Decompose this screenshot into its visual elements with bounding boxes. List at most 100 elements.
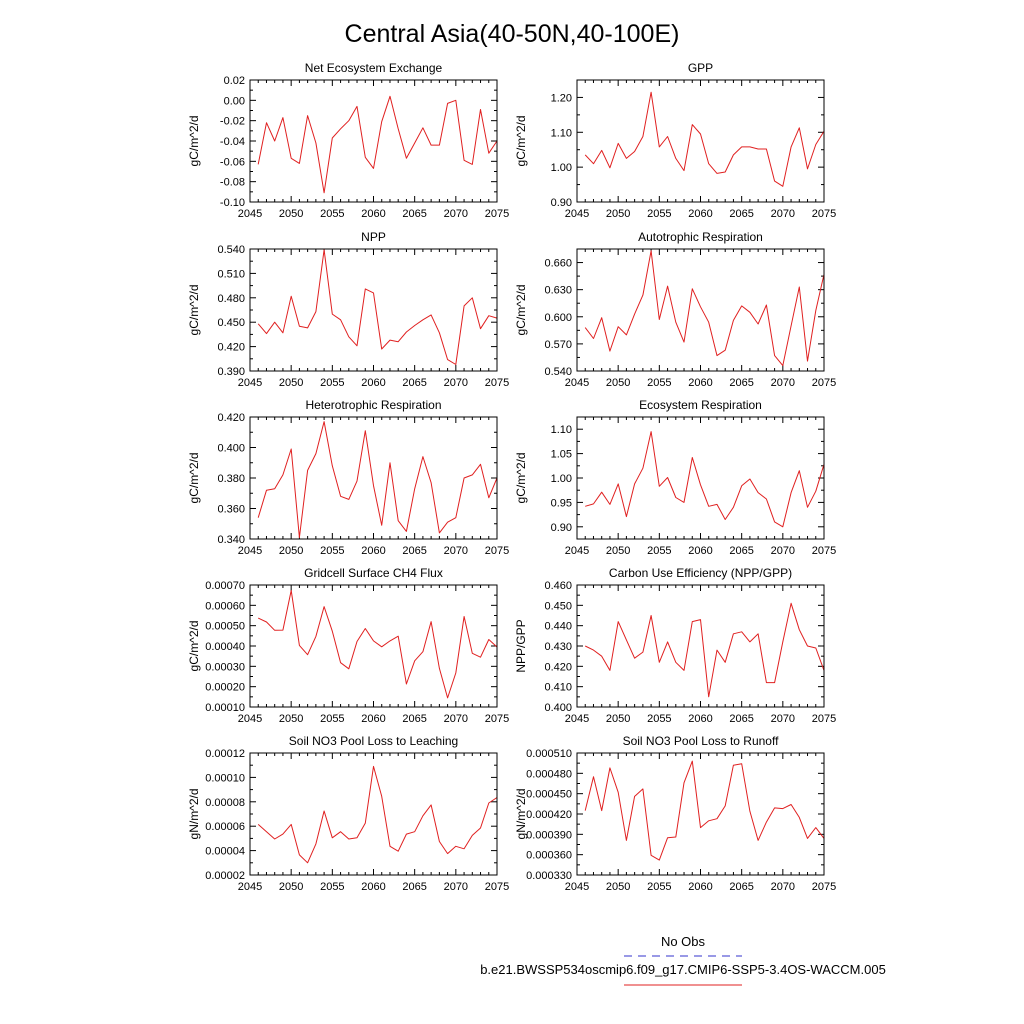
y-tick-label: 0.410	[544, 682, 572, 694]
series-line	[584, 760, 825, 861]
x-tick-label: 2070	[771, 545, 795, 557]
y-tick-label: 0.00030	[205, 661, 245, 673]
x-tick-label: 2070	[444, 377, 468, 389]
x-tick-label: 2055	[647, 208, 671, 220]
y-axis-label: gN/m^2/d	[187, 789, 201, 840]
plot-frame	[576, 416, 825, 540]
x-tick-label: 2050	[606, 377, 630, 389]
y-tick-label: 0.00010	[205, 772, 245, 784]
y-tick-label: 0.00012	[205, 748, 245, 760]
y-tick-label: 0.420	[217, 412, 245, 424]
x-tick-label: 2075	[485, 545, 509, 557]
x-tick-label: 2045	[565, 545, 589, 557]
x-tick-label: 2070	[444, 208, 468, 220]
x-tick-label: 2070	[444, 881, 468, 893]
y-tick-label: 0.00004	[205, 846, 245, 858]
figure-title: Central Asia(40-50N,40-100E)	[345, 20, 680, 48]
x-tick-label: 2065	[729, 881, 753, 893]
y-tick-label: 0.570	[544, 339, 572, 351]
x-tick-label: 2060	[688, 545, 712, 557]
y-axis-label: gC/m^2/d	[187, 116, 201, 167]
y-tick-label: 1.10	[551, 127, 572, 139]
legend-model-label: b.e21.BWSSP534oscmip6.f09_g17.CMIP6-SSP5…	[480, 962, 886, 977]
y-tick-label: 0.430	[544, 641, 572, 653]
series-line	[257, 421, 498, 538]
y-tick-label: 0.00020	[205, 682, 245, 694]
panel-4: Autotrophic Respiration gC/m^2/d 2045 2050 2…	[514, 230, 836, 389]
y-tick-label: 0.00010	[205, 702, 245, 714]
plot-frame	[576, 248, 825, 372]
y-tick-label: 0.400	[544, 702, 572, 714]
y-axis-label: gC/m^2/d	[514, 116, 528, 167]
x-tick-label: 2060	[361, 881, 385, 893]
x-tick-label: 2045	[238, 208, 262, 220]
y-tick-label: 0.400	[217, 443, 245, 455]
y-tick-label: 0.00	[224, 95, 245, 107]
panel-7: Gridcell Surface CH4 Flux gC/m^2/d 2045 205…	[187, 566, 509, 725]
y-tick-label: 0.480	[217, 293, 245, 305]
panel-title: Soil NO3 Pool Loss to Runoff	[623, 734, 780, 748]
panel-6: Ecosystem Respiration gC/m^2/d 2045 2050 205…	[514, 398, 836, 557]
plot-frame	[249, 79, 498, 203]
y-tick-label: 0.90	[551, 197, 572, 209]
panel-title: Heterotrophic Respiration	[305, 398, 441, 412]
series-line	[584, 91, 825, 187]
x-tick-label: 2050	[279, 545, 303, 557]
x-tick-label: 2070	[771, 377, 795, 389]
x-tick-label: 2060	[361, 377, 385, 389]
y-tick-label: 0.00006	[205, 821, 245, 833]
y-tick-label: 0.00008	[205, 797, 245, 809]
y-axis-label: gC/m^2/d	[187, 285, 201, 336]
series-line	[585, 431, 825, 528]
y-tick-label: 0.380	[217, 473, 245, 485]
y-tick-label: -0.04	[220, 136, 245, 148]
x-tick-label: 2055	[647, 377, 671, 389]
y-tick-label: 0.440	[544, 621, 572, 633]
panel-10: Soil NO3 Pool Loss to Runoff gN/m^2/d 2045…	[514, 734, 836, 893]
y-tick-label: 1.05	[551, 449, 572, 461]
x-tick-label: 2065	[729, 545, 753, 557]
y-tick-label: 0.00050	[205, 621, 245, 633]
panel-title: Ecosystem Respiration	[639, 398, 762, 412]
panel-1: Net Ecosystem Exchange gC/m^2/d 2045 2050 20…	[187, 61, 509, 220]
x-tick-label: 2075	[812, 881, 836, 893]
x-tick-label: 2075	[812, 713, 836, 725]
legend-obs-label: No Obs	[661, 934, 706, 949]
panels: Net Ecosystem Exchange gC/m^2/d 2045 2050 20…	[187, 61, 836, 893]
y-tick-label: 0.360	[217, 504, 245, 516]
y-tick-label: 0.510	[217, 268, 245, 280]
x-tick-label: 2055	[647, 545, 671, 557]
x-tick-label: 2060	[361, 208, 385, 220]
y-tick-label: 0.000480	[526, 768, 572, 780]
x-tick-label: 2070	[771, 713, 795, 725]
x-tick-label: 2055	[320, 713, 344, 725]
x-tick-label: 2060	[688, 713, 712, 725]
y-tick-label: 0.90	[551, 522, 572, 534]
y-tick-label: 0.000330	[526, 870, 572, 882]
y-tick-label: 0.450	[544, 600, 572, 612]
panel-title: Soil NO3 Pool Loss to Leaching	[289, 734, 458, 748]
series-line	[584, 250, 825, 367]
y-tick-label: -0.02	[220, 116, 245, 128]
x-tick-label: 2075	[485, 208, 509, 220]
y-tick-label: 0.420	[217, 342, 245, 354]
x-tick-label: 2055	[320, 208, 344, 220]
x-tick-label: 2075	[485, 881, 509, 893]
x-tick-label: 2075	[812, 208, 836, 220]
y-tick-label: 0.000390	[526, 829, 572, 841]
y-tick-label: 0.00070	[205, 580, 245, 592]
y-tick-label: -0.08	[220, 177, 245, 189]
x-tick-label: 2070	[771, 881, 795, 893]
x-tick-label: 2045	[238, 545, 262, 557]
y-tick-label: 0.340	[217, 534, 245, 546]
y-tick-label: 1.00	[551, 473, 572, 485]
x-tick-label: 2050	[279, 713, 303, 725]
y-tick-label: 0.000360	[526, 850, 572, 862]
series-line	[257, 765, 498, 864]
y-tick-label: 0.00002	[205, 870, 245, 882]
x-tick-label: 2050	[279, 377, 303, 389]
x-tick-label: 2065	[402, 377, 426, 389]
plot-frame	[249, 584, 498, 708]
y-axis-label: gC/m^2/d	[514, 285, 528, 336]
